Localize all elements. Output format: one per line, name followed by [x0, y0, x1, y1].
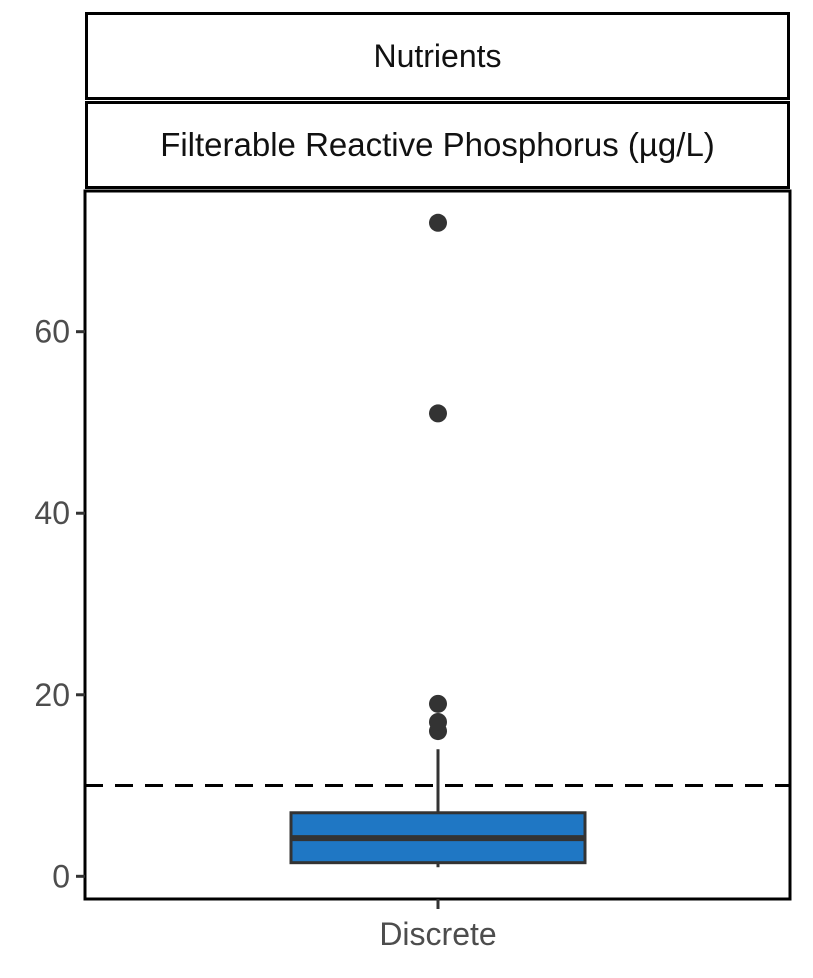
y-tick-label: 40 [34, 495, 70, 531]
plot-marks [85, 213, 790, 868]
facet-strip-group-label: Nutrients [373, 37, 502, 74]
x-axis: Discrete [379, 899, 497, 952]
y-axis: 0 20 40 60 [34, 314, 85, 894]
y-tick-label: 20 [34, 677, 70, 713]
facet-strip-variable-label: Filterable Reactive Phosphorus (µg/L) [160, 126, 715, 163]
outlier-point [429, 713, 447, 731]
y-tick-label: 0 [52, 858, 70, 894]
outlier-point [429, 213, 447, 232]
facet-strip-group: Nutrients [85, 12, 790, 100]
x-tick-label: Discrete [379, 916, 496, 952]
facet-strip-variable: Filterable Reactive Phosphorus (µg/L) [85, 101, 790, 189]
outlier-point [429, 694, 447, 713]
y-tick-label: 60 [34, 314, 70, 350]
outlier-point [429, 404, 447, 423]
